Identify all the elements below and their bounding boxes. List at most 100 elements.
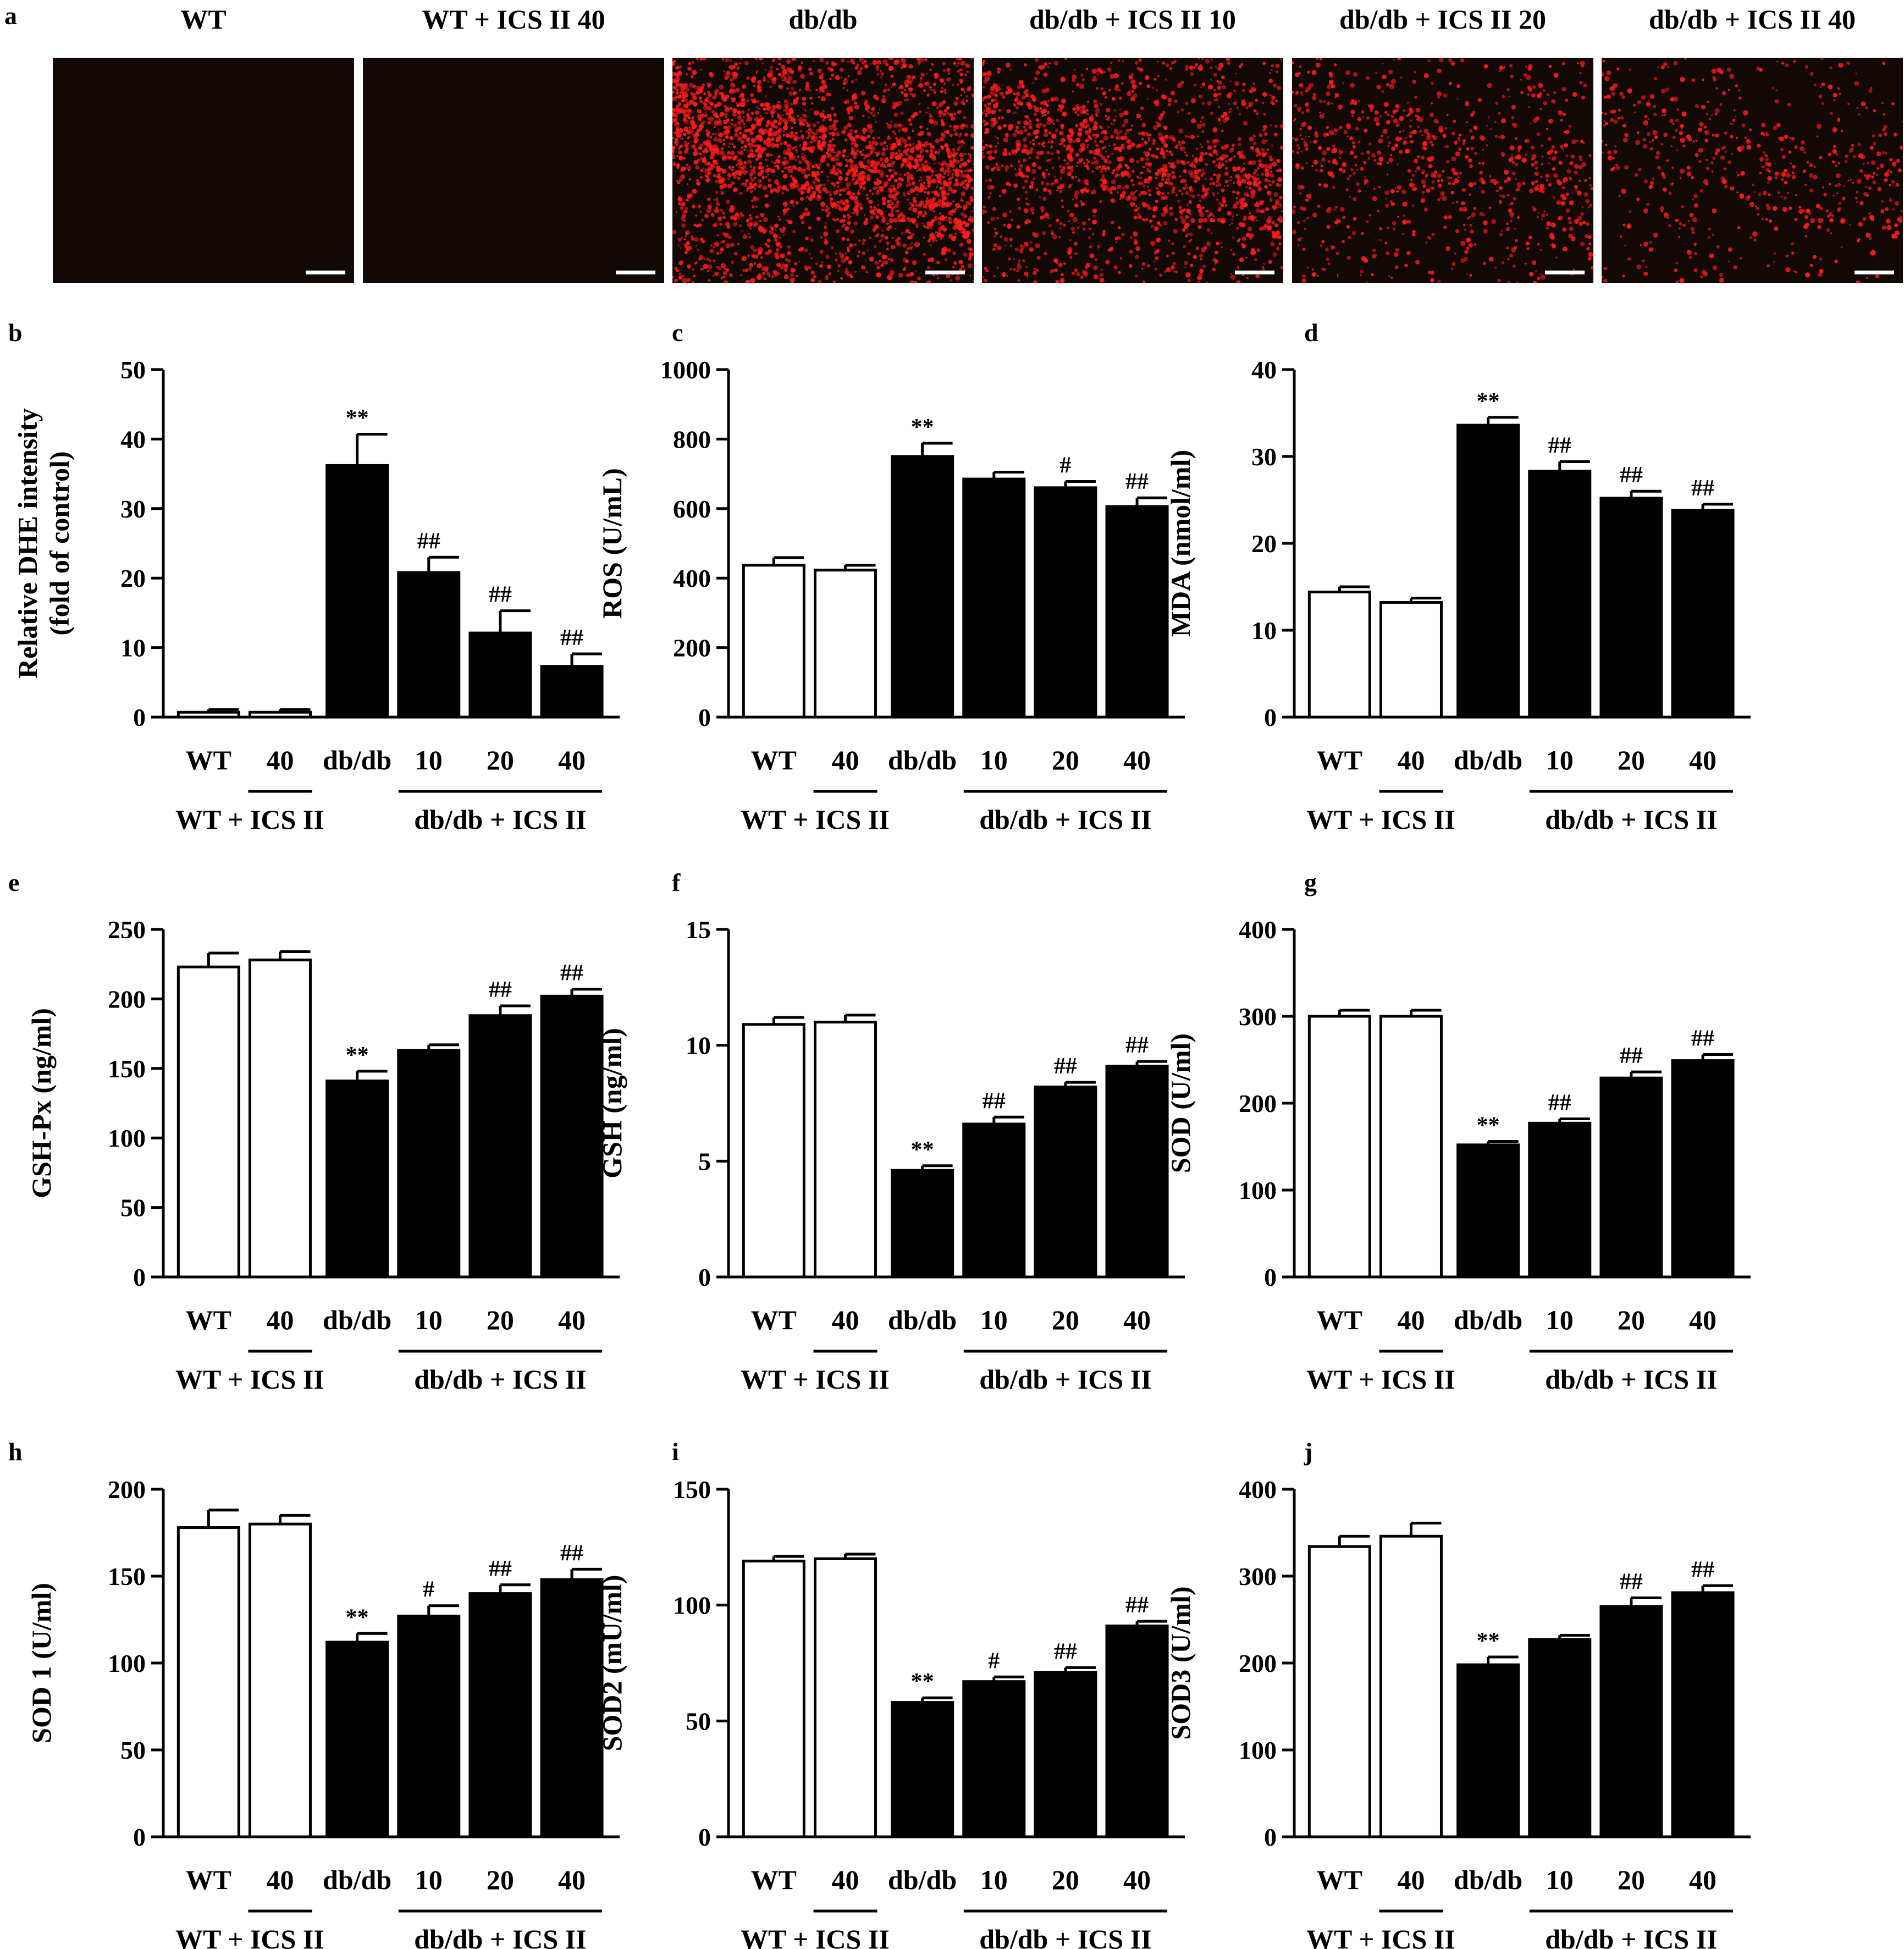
chart-c: c 0 200 400 600 800 1000 ROS (U/mL) WT 40 ** db/db 1… <box>597 318 1185 835</box>
micrograph-dbdb-ics10 <box>982 58 1283 283</box>
group-label-dbdb: db/db + ICS II <box>979 804 1151 835</box>
y-axis-label: ROS (U/mL) <box>597 468 627 619</box>
micrograph-wt <box>53 58 354 283</box>
panel-label-a: a <box>4 2 17 30</box>
panel-label-h: h <box>8 1438 23 1466</box>
bar-10 <box>397 571 461 719</box>
y-axis-label-line: SOD3 (U/ml) <box>1165 1586 1196 1739</box>
y-tick-label: 200 <box>1239 1089 1277 1117</box>
group-label-wt: WT + ICS II <box>1306 1924 1455 1949</box>
bar-WT <box>1307 590 1371 719</box>
x-tick-label: db/db <box>888 1304 957 1335</box>
bar-40 <box>1105 1065 1169 1279</box>
y-tick-label: 1000 <box>660 356 711 384</box>
y-tick-label: 0 <box>1264 1263 1277 1291</box>
x-tick-label: 40 <box>831 745 859 775</box>
y-axis-label: GSH (ng/ml) <box>597 1028 627 1179</box>
group-label-wt: WT + ICS II <box>1306 804 1455 835</box>
panel-a-micrographs: a WT WT + ICS II 40 db/db db/db + ICS II… <box>0 0 1904 291</box>
y-tick-label: 0 <box>698 1263 711 1291</box>
bar-20 <box>468 631 532 719</box>
panel-label-b: b <box>8 318 23 346</box>
micrograph-title-wt-ics40: WT + ICS II 40 <box>422 4 605 35</box>
bar-WT <box>176 965 240 1279</box>
x-tick-label: WT <box>751 745 797 775</box>
significance-mark: # <box>1059 453 1071 478</box>
significance-mark: ** <box>1477 1113 1500 1138</box>
panel-label-c: c <box>672 318 683 346</box>
x-tick-label: WT <box>186 745 231 775</box>
y-axis-label-line: (fold of control) <box>44 451 75 635</box>
y-axis-label-line: SOD2 (mU/ml) <box>597 1575 627 1752</box>
chart-f: f 0 5 10 15 GSH (ng/ml) WT 40 ** db/db ## 10 ## 20 ## 4… <box>597 868 1185 1395</box>
bar-10 <box>397 1615 461 1838</box>
bar-40 <box>248 1522 312 1838</box>
y-tick-label: 20 <box>120 564 146 592</box>
group-label-dbdb: db/db + ICS II <box>414 804 586 835</box>
significance-mark: ## <box>1125 1033 1149 1058</box>
y-axis-label-line: ROS (U/mL) <box>597 468 627 619</box>
y-tick-label: 0 <box>133 703 146 731</box>
y-tick-label: 100 <box>1239 1176 1277 1204</box>
x-tick-label: 20 <box>1052 745 1079 775</box>
y-axis-label-line: MDA (nmol/ml) <box>1165 450 1196 637</box>
chart-d: d 0 10 20 30 40 MDA (nmol/ml) WT 40 ** db/db ## 10 ##… <box>1165 318 1751 835</box>
group-label-wt: WT + ICS II <box>741 1924 890 1949</box>
significance-mark: ## <box>1691 1557 1714 1582</box>
x-tick-label: 40 <box>1689 1864 1717 1895</box>
scale-bar <box>925 271 965 274</box>
x-tick-label: 40 <box>1123 1864 1151 1895</box>
group-label-dbdb: db/db + ICS II <box>1545 804 1717 835</box>
y-tick-label: 150 <box>673 1475 711 1504</box>
significance-mark: ## <box>1125 469 1149 494</box>
significance-mark: # <box>423 1577 434 1603</box>
bar-db/db <box>1456 423 1520 719</box>
bar-40 <box>1379 1534 1443 1838</box>
bar-40 <box>248 959 312 1279</box>
micrograph-title-dbdb-ics40: db/db + ICS II 40 <box>1649 4 1856 35</box>
micrograph-title-dbdb-ics20: db/db + ICS II 20 <box>1339 4 1546 35</box>
y-tick-label: 800 <box>673 425 711 453</box>
bar-db/db <box>1456 1143 1520 1279</box>
bar-40 <box>813 1557 877 1838</box>
micrograph-dbdb <box>672 58 974 283</box>
bar-WT <box>742 564 805 719</box>
significance-mark: ## <box>1054 1054 1077 1079</box>
y-tick-label: 0 <box>698 1823 711 1851</box>
chart-h: h 0 50 100 150 200 SOD 1 (U/ml) WT 40 ** db/db #10 #… <box>8 1438 620 1949</box>
panel-label-d: d <box>1304 318 1318 346</box>
scale-bar <box>616 271 655 274</box>
scale-bar <box>1855 271 1894 274</box>
y-tick-label: 0 <box>133 1263 146 1291</box>
y-tick-label: 600 <box>673 495 711 523</box>
y-tick-label: 100 <box>108 1649 146 1677</box>
y-tick-label: 400 <box>1239 1475 1277 1504</box>
y-axis-label: GSH-Px (ng/ml) <box>26 1008 57 1198</box>
x-tick-label: 40 <box>266 745 294 775</box>
x-tick-label: 40 <box>1123 1304 1151 1335</box>
y-tick-label: 50 <box>686 1707 711 1735</box>
y-tick-label: 400 <box>1239 916 1277 944</box>
bar-40 <box>813 1021 877 1279</box>
scale-bar <box>1545 271 1585 274</box>
bar-40 <box>248 711 312 719</box>
x-tick-label: WT <box>186 1304 231 1335</box>
y-tick-label: 100 <box>673 1592 711 1620</box>
bar-20 <box>1034 1671 1097 1838</box>
bar-40 <box>1105 505 1169 719</box>
x-tick-label: 20 <box>1052 1304 1079 1335</box>
bar-20 <box>1034 486 1097 719</box>
scale-bar <box>306 271 345 274</box>
x-tick-label: 10 <box>415 745 443 775</box>
chart-j: j 0 100 200 300 400 SOD3 (U/ml) WT 40 ** db/db 10 ##… <box>1165 1438 1751 1949</box>
y-tick-label: 300 <box>1239 1003 1277 1031</box>
x-tick-label: 40 <box>1397 745 1425 775</box>
significance-mark: ## <box>560 1540 583 1566</box>
y-tick-label: 100 <box>108 1124 146 1152</box>
x-tick-label: 10 <box>980 1864 1008 1895</box>
significance-mark: ** <box>911 1669 934 1694</box>
x-tick-label: 40 <box>558 1304 586 1335</box>
x-tick-label: 10 <box>1546 1304 1574 1335</box>
x-tick-label: 40 <box>831 1304 859 1335</box>
x-tick-label: 40 <box>558 745 586 775</box>
